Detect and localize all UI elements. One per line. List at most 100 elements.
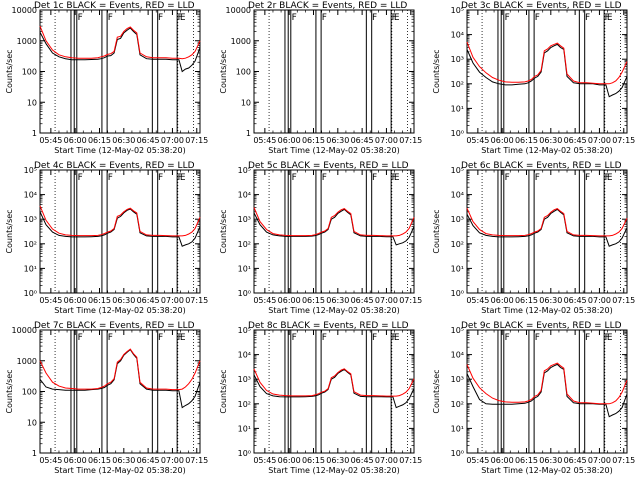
y-tick-label: 10⁰ — [24, 289, 37, 298]
y-tick-label: 10³ — [451, 215, 464, 224]
x-tick-label: 05:45 — [39, 456, 62, 465]
flag-label: F — [292, 333, 297, 343]
plot-frame — [39, 329, 201, 454]
x-axis-label: Start Time (12-May-02 05:38:20) — [54, 146, 185, 155]
y-tick-label: 10000 — [226, 6, 251, 15]
x-tick-label: 05:45 — [39, 296, 62, 305]
y-axis-label: Counts/sec — [5, 369, 14, 413]
detector-panel: Det 1c BLACK = Events, RED = LLD Counts/s… — [5, 1, 208, 155]
y-tick-label: 10³ — [238, 215, 251, 224]
x-tick-label: 06:30 — [326, 456, 349, 465]
x-axis-label: Start Time (12-May-02 05:38:20) — [54, 306, 185, 315]
panel-title: Det 3c BLACK = Events, RED = LLD — [461, 1, 622, 11]
y-tick-label: 100 — [236, 68, 251, 77]
x-tick-label: 07:00 — [161, 456, 184, 465]
flag-label: F — [78, 333, 83, 343]
flag-label: F — [505, 13, 510, 23]
e-label: E — [607, 173, 613, 183]
x-tick-label: 06:45 — [137, 456, 160, 465]
x-tick-label: 07:00 — [588, 296, 611, 305]
panel-title: Det 7c BLACK = Events, RED = LLD — [34, 321, 195, 331]
y-axis-label: Counts/sec — [432, 209, 441, 253]
y-tick-label: 1000 — [231, 37, 251, 46]
x-tick-label: 07:15 — [185, 136, 208, 145]
panel-title: Det 4c BLACK = Events, RED = LLD — [34, 161, 195, 171]
x-tick-label: 06:45 — [137, 136, 160, 145]
flag-label: F — [585, 13, 590, 23]
x-tick-label: 05:45 — [253, 136, 276, 145]
flag-label: F — [78, 173, 83, 183]
y-tick-label: 10² — [238, 400, 251, 409]
y-tick-label: 10¹ — [451, 424, 464, 433]
y-tick-label: 1 — [32, 129, 37, 138]
x-tick-label: 06:15 — [515, 296, 538, 305]
flag-label: F — [178, 13, 183, 23]
flag-label: F — [158, 13, 163, 23]
x-tick-label: 06:15 — [515, 456, 538, 465]
flag-label: F — [505, 173, 510, 183]
flag-label: F — [108, 13, 113, 23]
y-tick-label: 10⁵ — [451, 6, 464, 15]
y-tick-label: 10⁰ — [238, 289, 251, 298]
flag-label: F — [108, 333, 113, 343]
x-tick-label: 06:00 — [64, 456, 87, 465]
y-tick-label: 1000 — [17, 357, 37, 366]
y-tick-label: 10⁵ — [451, 326, 464, 335]
flag-label: F — [158, 173, 163, 183]
y-tick-label: 10² — [451, 240, 464, 249]
plot-frame — [39, 9, 201, 134]
plot-frame — [466, 169, 628, 294]
y-axis-label: Counts/sec — [219, 369, 228, 413]
y-axis-label: Counts/sec — [5, 49, 14, 93]
lld-series-line — [39, 25, 201, 60]
x-tick-label: 06:15 — [88, 296, 111, 305]
y-tick-label: 10³ — [451, 55, 464, 64]
x-tick-label: 07:15 — [399, 296, 422, 305]
x-tick-label: 07:15 — [612, 136, 635, 145]
detector-panel: Det 3c BLACK = Events, RED = LLD Counts/s… — [432, 1, 635, 155]
x-tick-label: 05:45 — [39, 136, 62, 145]
y-tick-label: 10³ — [451, 375, 464, 384]
x-tick-label: 06:00 — [278, 136, 301, 145]
y-tick-label: 10⁴ — [238, 351, 251, 360]
x-tick-label: 06:30 — [539, 296, 562, 305]
e-label: E — [180, 173, 186, 183]
events-series-line — [39, 348, 201, 409]
panel-title: Det 1c BLACK = Events, RED = LLD — [34, 1, 195, 11]
detector-panel: Det 5c BLACK = Events, RED = LLD Counts/s… — [219, 161, 422, 315]
events-series-line — [253, 208, 415, 246]
y-tick-label: 10 — [27, 418, 37, 427]
events-series-line — [39, 27, 201, 73]
x-axis-label: Start Time (12-May-02 05:38:20) — [268, 306, 399, 315]
x-tick-label: 06:00 — [491, 456, 514, 465]
y-tick-label: 1 — [32, 449, 37, 458]
y-tick-label: 10⁵ — [238, 166, 251, 175]
lld-series-line — [39, 348, 201, 391]
y-tick-label: 10⁴ — [451, 31, 464, 40]
y-tick-label: 10⁰ — [451, 289, 464, 298]
events-series-line — [39, 208, 201, 247]
x-tick-label: 05:45 — [466, 456, 489, 465]
x-axis-label: Start Time (12-May-02 05:38:20) — [268, 146, 399, 155]
x-axis-label: Start Time (12-May-02 05:38:20) — [481, 146, 612, 155]
x-tick-label: 07:00 — [588, 136, 611, 145]
flag-label: F — [322, 173, 327, 183]
flag-label: F — [605, 333, 610, 343]
x-axis-label: Start Time (12-May-02 05:38:20) — [481, 306, 612, 315]
x-tick-label: 07:15 — [399, 136, 422, 145]
x-tick-label: 07:00 — [161, 296, 184, 305]
flag-label: F — [322, 333, 327, 343]
y-tick-label: 10⁴ — [451, 191, 464, 200]
x-tick-label: 06:30 — [112, 456, 135, 465]
y-tick-label: 10¹ — [24, 264, 37, 273]
panel-title: Det 6c BLACK = Events, RED = LLD — [461, 161, 622, 171]
flag-label: F — [372, 13, 377, 23]
y-tick-label: 10⁴ — [238, 191, 251, 200]
e-label: E — [607, 333, 613, 343]
y-tick-label: 10² — [238, 240, 251, 249]
x-tick-label: 06:00 — [64, 136, 87, 145]
e-label: E — [394, 333, 400, 343]
lld-series-line — [253, 368, 415, 397]
flag-label: F — [535, 333, 540, 343]
events-series-line — [466, 363, 628, 418]
